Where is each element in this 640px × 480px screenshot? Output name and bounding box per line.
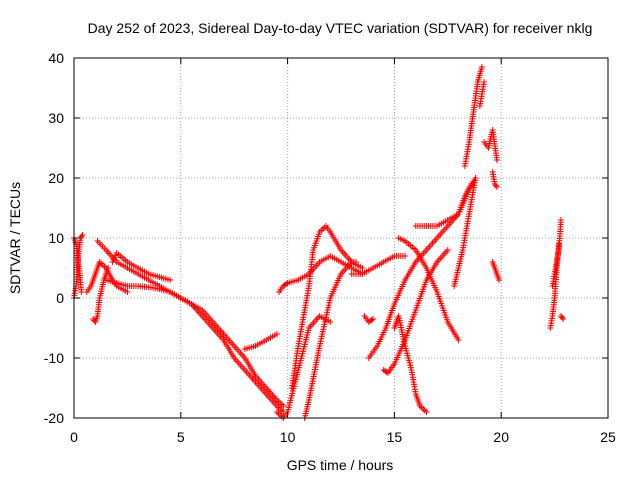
x-tick-label: 15 [387, 429, 403, 445]
data-point [105, 265, 112, 271]
data-point [383, 369, 390, 375]
data-points [71, 64, 567, 421]
data-point [359, 265, 366, 271]
y-tick-label: 30 [48, 110, 64, 126]
data-point [78, 289, 85, 295]
data-point [402, 253, 409, 259]
data-point [493, 184, 500, 190]
x-tick-label: 5 [177, 429, 185, 445]
x-tick-label: 25 [600, 429, 616, 445]
grid [74, 58, 608, 418]
data-point [368, 317, 375, 323]
data-point [280, 403, 287, 409]
y-tick-label: 0 [56, 290, 64, 306]
data-point [455, 337, 462, 343]
chart-title: Day 252 of 2023, Sidereal Day-to-day VTE… [88, 20, 593, 36]
data-point [283, 281, 290, 287]
data-point [472, 175, 479, 181]
data-point [78, 233, 85, 240]
data-point [496, 277, 503, 283]
data-point [352, 259, 359, 265]
data-point [493, 157, 500, 163]
y-tick-label: -10 [44, 350, 64, 366]
y-axis-label: SDTVAR / TECUs [7, 182, 23, 294]
x-tick-label: 20 [493, 429, 509, 445]
data-point [560, 316, 567, 322]
y-tick-label: 40 [48, 50, 64, 66]
data-point [273, 331, 280, 337]
data-point [492, 182, 499, 189]
x-axis-label: GPS time / hours [287, 457, 394, 473]
y-tick-label: 10 [48, 230, 64, 246]
data-point [327, 319, 334, 325]
x-tick-label: 10 [280, 429, 296, 445]
data-point [444, 247, 451, 253]
data-point [481, 79, 488, 85]
data-point [79, 232, 86, 238]
x-tick-label: 0 [70, 429, 78, 445]
data-point [370, 316, 377, 322]
y-tick-label: 20 [48, 170, 64, 186]
data-point [423, 409, 430, 415]
data-point [558, 217, 565, 223]
y-tick-label: -20 [44, 410, 64, 426]
data-point [559, 314, 566, 321]
data-point [167, 277, 174, 283]
data-point [124, 289, 131, 295]
data-point [478, 64, 485, 70]
axis-ticks: 0 5 10 15 20 25 -20 -10 0 10 20 30 40 [44, 50, 616, 445]
